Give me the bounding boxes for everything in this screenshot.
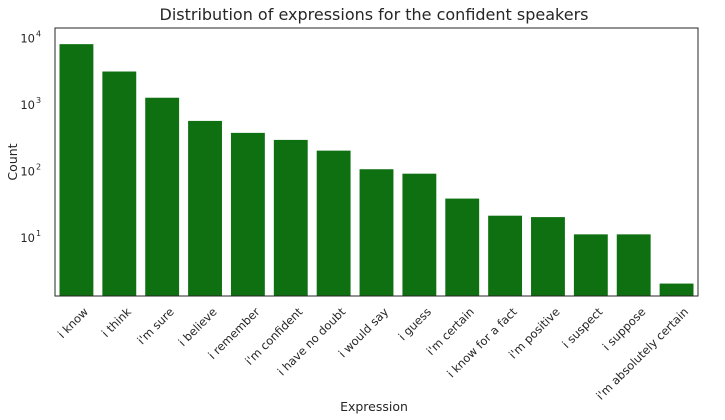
y-tick-exponent: 2: [36, 163, 41, 172]
bar: [230, 132, 265, 296]
plot-frame: [54, 27, 699, 297]
y-tick-exponent: 3: [36, 96, 41, 105]
y-tick-label: 10: [20, 32, 35, 46]
y-tick-label: 10: [20, 165, 35, 179]
bar: [316, 150, 351, 296]
bar: [531, 217, 565, 296]
bar: [145, 97, 180, 296]
bar: [573, 234, 608, 296]
x-tick-label: i think: [99, 304, 134, 339]
x-tick-label: i'm sure: [134, 305, 176, 347]
bar: [616, 234, 651, 296]
bar: [445, 198, 480, 296]
bar: [402, 173, 437, 296]
chart-title: Distribution of expressions for the conf…: [160, 5, 589, 24]
bars: [59, 44, 694, 297]
bar: [659, 283, 694, 296]
bar: [102, 71, 137, 296]
y-tick-label: 10: [20, 231, 35, 245]
x-axis-label: Expression: [340, 399, 408, 414]
x-tick-label: i believe: [175, 305, 219, 349]
y-tick-exponent: 1: [36, 229, 41, 238]
bar: [188, 120, 222, 297]
bar: [359, 169, 394, 296]
y-tick-label: 10: [20, 98, 35, 112]
x-tick-label: i know: [55, 305, 91, 341]
bar: [273, 139, 308, 296]
y-axis-label: Count: [5, 143, 20, 180]
bar: [488, 215, 523, 296]
x-tick-label: i guess: [395, 305, 434, 344]
bar: [59, 44, 94, 296]
y-tick-exponent: 4: [36, 30, 41, 39]
